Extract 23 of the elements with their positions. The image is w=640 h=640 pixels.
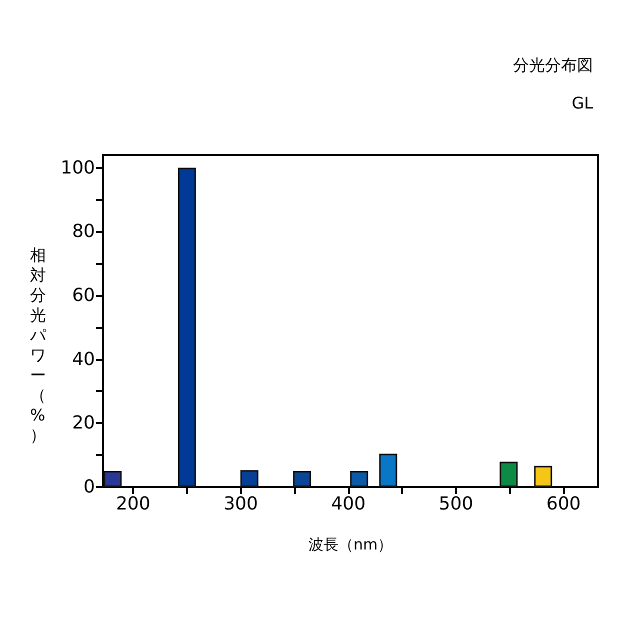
x-tick-label: 500 <box>438 494 474 514</box>
y-tick-label: 80 <box>72 221 95 242</box>
y-tick-label: 0 <box>84 476 95 498</box>
bar <box>350 471 368 487</box>
y-tick-label: 20 <box>72 412 95 434</box>
bar <box>104 471 122 487</box>
x-tick-label: 400 <box>331 494 366 514</box>
y-tick-label: 100 <box>60 157 95 178</box>
x-tick-label: 200 <box>116 494 150 514</box>
bar <box>379 454 398 487</box>
x-tick-label: 300 <box>224 494 258 514</box>
y-tick-label: 40 <box>72 348 95 370</box>
bar <box>534 466 552 487</box>
chart-subtitle: GL <box>572 94 594 112</box>
bar <box>178 168 196 487</box>
bar <box>293 471 312 487</box>
y-tick-label: 60 <box>72 284 95 306</box>
x-tick-label: 600 <box>546 494 581 514</box>
text: 相対分光パワー（%） <box>30 246 46 444</box>
chart-title: 分光分布図 <box>513 56 593 74</box>
x-axis-title: 波長（nm） <box>308 536 393 554</box>
bar <box>240 470 258 487</box>
bar <box>500 462 518 487</box>
